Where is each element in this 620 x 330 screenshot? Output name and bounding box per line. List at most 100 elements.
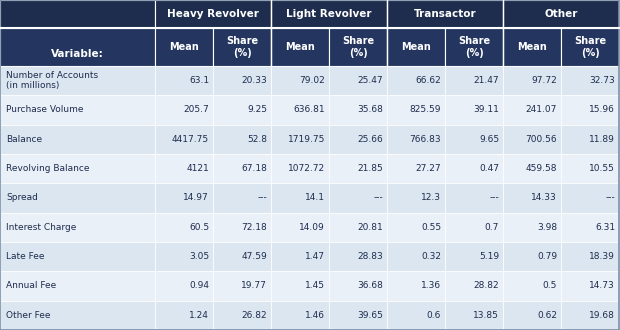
Text: Other: Other [544,9,578,19]
Bar [387,183,445,213]
Bar [561,213,619,242]
Text: 28.83: 28.83 [357,252,383,261]
Bar [503,301,561,330]
Bar [271,154,329,183]
Bar [445,95,503,125]
Text: Mean: Mean [517,42,547,52]
Bar [271,271,329,301]
Text: 25.66: 25.66 [357,135,383,144]
Text: 35.68: 35.68 [357,106,383,115]
Bar [0,213,155,242]
Text: 1719.75: 1719.75 [288,135,325,144]
Text: Share
(%): Share (%) [458,36,490,58]
Bar [561,66,619,95]
Text: 766.83: 766.83 [409,135,441,144]
Text: ---: --- [373,193,383,203]
Text: 60.5: 60.5 [189,223,209,232]
Bar [271,125,329,154]
Bar [155,301,213,330]
Bar [387,28,445,66]
Text: 18.39: 18.39 [589,252,615,261]
Bar [445,66,503,95]
Text: Mean: Mean [285,42,315,52]
Text: 47.59: 47.59 [241,252,267,261]
Text: 39.11: 39.11 [473,106,499,115]
Bar [271,28,329,66]
Bar [213,183,271,213]
Text: Transactor: Transactor [414,9,476,19]
Bar [0,301,155,330]
Bar [561,28,619,66]
Bar [213,301,271,330]
Bar [503,213,561,242]
Text: Balance: Balance [6,135,42,144]
Text: 26.82: 26.82 [241,311,267,320]
Bar [155,271,213,301]
Bar [155,242,213,271]
Text: 14.97: 14.97 [184,193,209,203]
Text: 0.62: 0.62 [537,311,557,320]
Text: 72.18: 72.18 [241,223,267,232]
Text: Late Fee: Late Fee [6,252,45,261]
Text: 0.55: 0.55 [421,223,441,232]
Text: 3.98: 3.98 [537,223,557,232]
Text: Revolving Balance: Revolving Balance [6,164,89,173]
Bar [155,213,213,242]
Text: Variable:: Variable: [51,49,104,59]
Bar [387,125,445,154]
Text: 4417.75: 4417.75 [172,135,209,144]
Text: 32.73: 32.73 [589,76,615,85]
Bar [503,271,561,301]
Bar [503,242,561,271]
Text: 241.07: 241.07 [526,106,557,115]
Bar [213,66,271,95]
Bar [445,301,503,330]
Bar [0,95,155,125]
Text: 1.47: 1.47 [305,252,325,261]
Bar [561,95,619,125]
Bar [0,0,155,28]
Text: 9.25: 9.25 [247,106,267,115]
Text: Mean: Mean [401,42,431,52]
Text: 27.27: 27.27 [415,164,441,173]
Text: 79.02: 79.02 [299,76,325,85]
Text: 0.79: 0.79 [537,252,557,261]
Bar [0,271,155,301]
Bar [155,154,213,183]
Text: 25.47: 25.47 [357,76,383,85]
Bar [387,213,445,242]
Text: 1.45: 1.45 [305,281,325,290]
Text: Heavy Revolver: Heavy Revolver [167,9,259,19]
Text: 4121: 4121 [186,164,209,173]
Text: 39.65: 39.65 [357,311,383,320]
Bar [271,183,329,213]
Bar [329,154,387,183]
Bar [503,0,619,28]
Text: Share
(%): Share (%) [226,36,258,58]
Text: Share
(%): Share (%) [574,36,606,58]
Bar [271,66,329,95]
Bar [155,183,213,213]
Text: Other Fee: Other Fee [6,311,50,320]
Bar [387,301,445,330]
Text: 0.94: 0.94 [189,281,209,290]
Bar [503,183,561,213]
Bar [503,95,561,125]
Bar [213,95,271,125]
Bar [213,242,271,271]
Text: 12.3: 12.3 [421,193,441,203]
Bar [271,301,329,330]
Bar [329,301,387,330]
Bar [561,154,619,183]
Text: 825.59: 825.59 [409,106,441,115]
Text: Annual Fee: Annual Fee [6,281,56,290]
Text: 0.32: 0.32 [421,252,441,261]
Bar [561,125,619,154]
Bar [213,28,271,66]
Bar [445,213,503,242]
Text: 15.96: 15.96 [589,106,615,115]
Text: Light Revolver: Light Revolver [286,9,372,19]
Bar [329,183,387,213]
Text: 1.46: 1.46 [305,311,325,320]
Bar [213,213,271,242]
